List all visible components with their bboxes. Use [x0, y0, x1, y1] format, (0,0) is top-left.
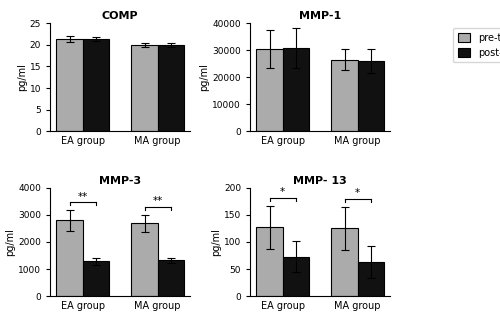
Bar — [332, 60, 357, 131]
Bar — [332, 228, 357, 296]
Bar — [256, 227, 282, 296]
Bar — [358, 61, 384, 131]
Y-axis label: pg/ml: pg/ml — [211, 228, 221, 256]
Bar — [158, 45, 184, 131]
Bar — [56, 39, 82, 131]
Title: MMP-3: MMP-3 — [99, 176, 141, 186]
Text: *: * — [355, 188, 360, 198]
Text: *: * — [280, 187, 285, 197]
Bar — [282, 257, 309, 296]
Y-axis label: pg/ml: pg/ml — [5, 228, 15, 256]
Bar — [358, 262, 384, 296]
Y-axis label: pg/ml: pg/ml — [200, 63, 209, 91]
Bar — [256, 49, 282, 131]
Bar — [132, 223, 158, 296]
Title: MMP-1: MMP-1 — [299, 11, 342, 21]
Title: MMP- 13: MMP- 13 — [294, 176, 347, 186]
Text: **: ** — [152, 196, 163, 206]
Title: COMP: COMP — [102, 11, 139, 21]
Bar — [82, 262, 109, 296]
Bar — [132, 45, 158, 131]
Y-axis label: pg/ml: pg/ml — [16, 63, 26, 91]
Bar — [282, 48, 309, 131]
Legend: pre-treatment, post-treatment: pre-treatment, post-treatment — [452, 28, 500, 63]
Bar — [56, 220, 82, 296]
Bar — [158, 260, 184, 296]
Bar — [82, 39, 109, 131]
Text: **: ** — [78, 191, 88, 201]
